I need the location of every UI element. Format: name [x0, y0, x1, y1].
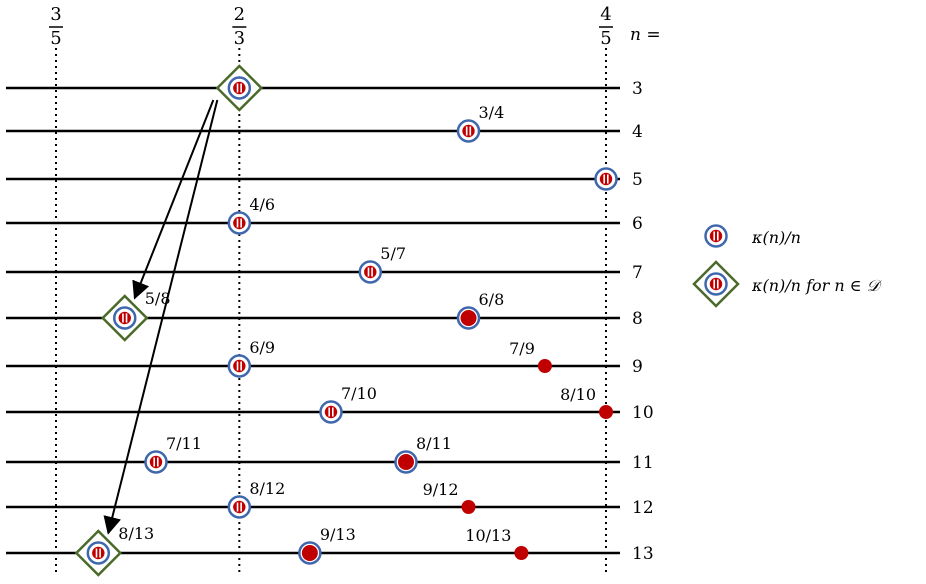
row-label-n-7: 7 [632, 263, 643, 283]
diamond-marker [692, 260, 740, 308]
red-dot [514, 546, 529, 560]
fraction-label: 8/11 [416, 434, 452, 453]
fraction-label: 8/10 [560, 385, 596, 404]
legend-label-1: κ(n)/n [751, 228, 801, 247]
ring-core [462, 124, 475, 138]
ring-marker [227, 211, 252, 235]
fraction-denominator: 5 [50, 28, 61, 49]
ring-core [92, 546, 105, 560]
ring-core [709, 277, 723, 291]
fraction-label: 8/12 [249, 479, 285, 498]
n-equals-label: n = [630, 25, 661, 45]
fraction-label: 9/12 [423, 480, 459, 499]
ring-core [233, 81, 246, 95]
ring-dot-marker [394, 450, 418, 474]
fraction-label: 8/13 [118, 524, 154, 543]
ring-marker [86, 541, 111, 565]
red-dot [461, 500, 476, 514]
filled-dot [301, 545, 318, 561]
ring-core [118, 311, 131, 325]
fraction-label: 3/4 [479, 103, 505, 122]
filled-dot [460, 310, 477, 326]
ring-marker [227, 354, 252, 378]
fraction-label: 7/11 [166, 434, 202, 453]
fraction-denominator: 3 [234, 28, 245, 49]
arrow-n3-to-n8 [132, 99, 215, 300]
row-label-n-11: 11 [632, 453, 654, 473]
filled-dot [397, 454, 414, 470]
row-label-n-10: 10 [632, 403, 654, 423]
ring-core [599, 172, 613, 186]
ring-marker [144, 450, 168, 474]
ring-core [709, 229, 723, 243]
ring-marker [358, 260, 383, 284]
ring-core [233, 216, 246, 230]
row-markers: 3/4 4/6 5/7 5/8 6/8 6/9 7/9 7/10 8/10 7/11 8/11 8/1… [74, 64, 618, 577]
ring-core [233, 359, 246, 373]
row-label-n-6: 6 [632, 214, 643, 234]
ring-marker [594, 167, 618, 191]
diamond-marker [100, 294, 149, 342]
ring-core [364, 265, 377, 279]
row-label-n-12: 12 [632, 498, 654, 518]
row-label-n-9: 9 [632, 357, 643, 377]
ring-marker [319, 400, 343, 424]
header-fractions: 3 5 2 3 4 5 n = [49, 4, 661, 49]
diamond-marker [215, 64, 264, 112]
fraction-label: 10/13 [465, 526, 511, 545]
fraction-numerator: 4 [600, 4, 611, 25]
ring-core [233, 500, 246, 514]
fraction-label: 9/13 [320, 525, 356, 544]
legend-label-2: κ(n)/n for n ∈ 𝒟 [751, 276, 883, 295]
row-label-n-4: 4 [632, 122, 643, 142]
fraction-label: 7/10 [341, 384, 377, 403]
ring-marker [456, 119, 481, 143]
diamond-marker [74, 529, 123, 577]
fraction-label: 6/8 [479, 290, 505, 309]
ring-marker [227, 495, 252, 519]
row-label-n-8: 8 [632, 309, 643, 329]
ring-core [324, 405, 338, 419]
row-lines: 3 4 5 6 7 8 9 10 11 12 13 [6, 79, 654, 564]
arrows [103, 99, 219, 535]
fraction-label: 4/6 [249, 195, 275, 214]
fraction-denominator: 5 [600, 28, 611, 49]
red-dot [537, 359, 552, 373]
fraction-numerator: 3 [50, 4, 61, 25]
ring-dot-marker [298, 541, 322, 565]
legend: κ(n)/n κ(n)/n for n ∈ 𝒟 [692, 224, 883, 308]
fraction-label: 7/9 [509, 339, 535, 358]
fraction-label: 5/8 [145, 289, 171, 308]
red-dot [599, 405, 613, 419]
fraction-label: 6/9 [249, 338, 275, 357]
fraction-label: 5/7 [380, 244, 406, 263]
row-label-n-13: 13 [632, 544, 654, 564]
ring-marker [704, 272, 728, 296]
ring-marker [227, 76, 252, 100]
fraction-numerator: 2 [234, 4, 245, 25]
ring-dot-marker [456, 306, 481, 330]
ring-marker [113, 306, 137, 330]
arrow-n3-to-n13 [103, 99, 219, 535]
ring-marker [704, 224, 728, 248]
row-label-n-3: 3 [632, 79, 643, 99]
ring-core [149, 455, 163, 469]
row-label-n-5: 5 [632, 170, 643, 190]
